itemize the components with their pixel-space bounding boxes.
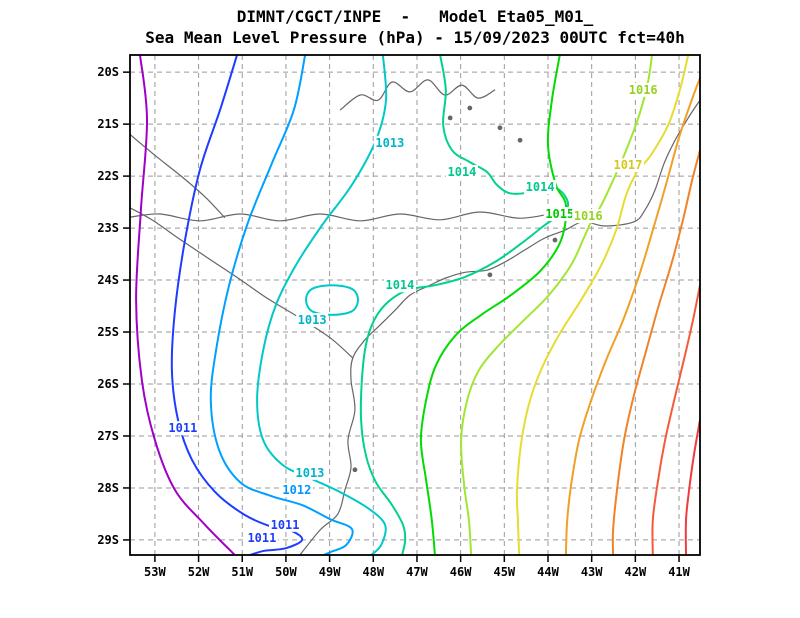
coastline: [299, 99, 700, 555]
island-mark: [467, 105, 473, 111]
lat-tick-label: 23S: [97, 221, 119, 235]
lon-tick-label: 43W: [581, 565, 603, 579]
lon-tick-label: 49W: [319, 565, 341, 579]
isobar-1017: [515, 55, 690, 555]
lon-tick-label: 51W: [231, 565, 253, 579]
lat-tick-label: 24S: [97, 273, 119, 287]
grid-layer: [130, 55, 700, 555]
isobar-label-1016: 1016: [574, 209, 603, 223]
isobar-label-bg: [245, 530, 278, 545]
isobar-1014: [359, 55, 570, 555]
isobar-1019: [611, 149, 700, 555]
lon-tick-label: 41W: [668, 565, 690, 579]
lat-tick-label: 20S: [97, 65, 119, 79]
lon-tick-label: 48W: [362, 565, 384, 579]
island-mark: [497, 125, 503, 131]
state-border-2: [130, 211, 560, 222]
isobar-1013: [256, 55, 388, 555]
isobar-label-bg: [296, 313, 329, 328]
lon-tick-label: 47W: [406, 565, 428, 579]
isobar-layer: [135, 55, 700, 555]
chart-title-line-1: DIMNT/CGCT/INPE - Model Eta05_M01_: [236, 7, 594, 26]
isobar-label-1013: 1013: [375, 136, 404, 150]
island-mark: [517, 137, 523, 143]
lon-tick-label: 50W: [275, 565, 297, 579]
island-mark: [447, 115, 453, 121]
lat-tick-label: 22S: [97, 169, 119, 183]
isobar-label-bg: [373, 135, 406, 150]
isobar-label-1014: 1014: [448, 165, 477, 179]
isobar-label-bg: [293, 465, 326, 480]
isobar-label-bg: [572, 209, 605, 224]
isobar-label-1016: 1016: [629, 83, 658, 97]
lat-tick-label: 21S: [97, 117, 119, 131]
island-mark: [552, 237, 558, 243]
lon-tick-label: 42W: [625, 565, 647, 579]
isobar-label-1015: 1015: [545, 207, 574, 221]
isobar-label-bg: [280, 483, 313, 498]
lat-tick-label: 29S: [97, 533, 119, 547]
lat-tick-label: 25S: [97, 325, 119, 339]
isobar-label-1014: 1014: [385, 278, 414, 292]
isobar-label-bg: [383, 278, 416, 293]
isobar-1013: [305, 284, 359, 316]
lon-tick-label: 52W: [188, 565, 210, 579]
isobar-label-bg: [269, 517, 302, 532]
plot-frame-layer: [123, 54, 701, 562]
isobar-label-1013: 1013: [298, 313, 327, 327]
state-border-3: [339, 79, 496, 111]
state-border-1: [130, 207, 354, 359]
isobar-1021: [684, 418, 700, 555]
isobar-label-1011: 1011: [247, 531, 276, 545]
isobar-1015: [419, 55, 568, 555]
island-mark: [352, 467, 358, 473]
axis-label-layer: 20S 21S 22S 23S 24S 25S 26S 27S 28S 29S 53W 52W 51W 5…: [97, 65, 690, 579]
isobar-1012: [209, 55, 354, 555]
lon-tick-label: 44W: [537, 565, 559, 579]
plot-border: [129, 54, 701, 556]
lat-tick-label: 28S: [97, 481, 119, 495]
isobar-label-1013: 1013: [296, 466, 325, 480]
chart-title-line-2: Sea Mean Level Pressure (hPa) - 15/09/20…: [145, 28, 685, 47]
isobar-1010: [135, 55, 236, 555]
isobar-label-1012: 1012: [282, 483, 311, 497]
lat-tick-label: 27S: [97, 429, 119, 443]
isobar-label-1017: 1017: [613, 158, 642, 172]
isobar-1011: [170, 55, 304, 555]
isobar-label-1011: 1011: [271, 518, 300, 532]
geography-layer: [130, 79, 700, 555]
lon-tick-label: 53W: [144, 565, 166, 579]
lon-tick-label: 46W: [450, 565, 472, 579]
isobar-1018: [564, 76, 700, 555]
isobar-label-bg: [445, 164, 478, 179]
isobar-label-1011: 1011: [168, 421, 197, 435]
isobar-label-bg: [543, 207, 576, 222]
isobar-label-1014: 1014: [526, 180, 555, 194]
isobar-label-bg: [627, 82, 660, 97]
isobar-1020: [651, 284, 700, 555]
isobar-label-bg: [166, 421, 199, 436]
isobar-1016: [460, 55, 653, 555]
lon-tick-label: 45W: [493, 565, 515, 579]
lat-tick-label: 26S: [97, 377, 119, 391]
island-mark: [487, 272, 493, 278]
isobar-label-bg: [524, 180, 557, 195]
isobar-label-bg: [611, 158, 644, 173]
